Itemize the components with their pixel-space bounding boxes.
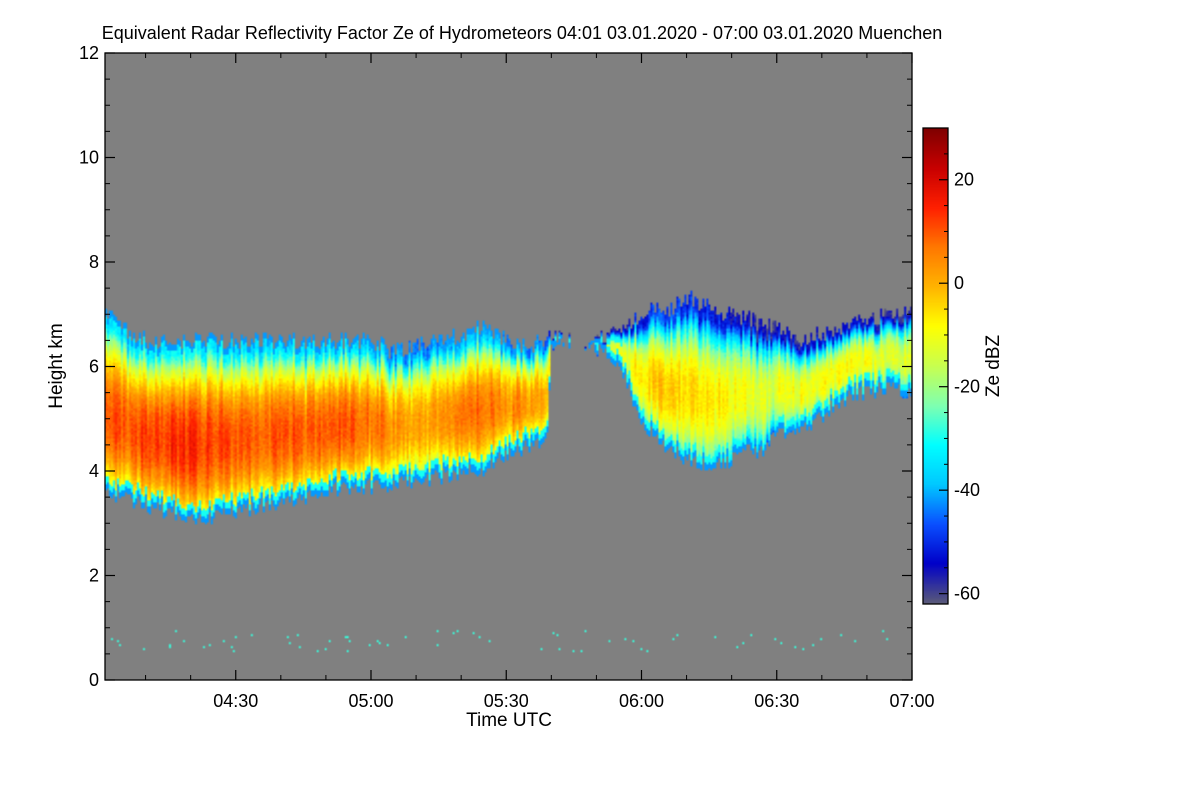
x-tick-label: 04:30	[213, 691, 258, 711]
x-tick-label: 05:30	[484, 691, 529, 711]
colorbar-axis: 20 0 -20 -40 -60	[939, 127, 980, 604]
chart-title: Equivalent Radar Reflectivity Factor Ze …	[102, 23, 943, 43]
y-tick-label: 0	[89, 670, 99, 690]
x-tick-label: 06:00	[619, 691, 664, 711]
plot-area	[104, 52, 913, 681]
colorbar-label: Ze dBZ	[983, 334, 1004, 397]
y-tick-label: 6	[89, 357, 99, 377]
y-axis: 0 2 4 6 8 10 12	[79, 43, 912, 690]
colorbar-tick-label: 0	[954, 273, 964, 293]
colorbar-tick-label: -40	[954, 480, 980, 500]
colorbar-frame	[922, 127, 949, 605]
colorbar-gradient	[923, 128, 948, 604]
colorbar: 20 0 -20 -40 -60 Ze dBZ	[922, 127, 1004, 605]
y-tick-label: 2	[89, 566, 99, 586]
y-axis-label: Height km	[46, 323, 67, 409]
x-tick-label: 06:30	[754, 691, 799, 711]
colorbar-tick-label: -20	[954, 377, 980, 397]
reflectivity-heatmap	[105, 53, 912, 680]
colorbar-tick-label: -60	[954, 584, 980, 604]
y-tick-label: 4	[89, 461, 99, 481]
x-axis-label: Time UTC	[466, 710, 552, 731]
x-tick-label: 07:00	[889, 691, 934, 711]
colorbar-tick-label: 20	[954, 170, 974, 190]
y-tick-label: 8	[89, 252, 99, 272]
x-axis: 04:30 05:00 05:30 06:00 06:30 07:00	[145, 53, 935, 711]
y-tick-label: 10	[79, 148, 99, 168]
y-tick-label: 12	[79, 43, 99, 63]
x-tick-label: 05:00	[348, 691, 393, 711]
